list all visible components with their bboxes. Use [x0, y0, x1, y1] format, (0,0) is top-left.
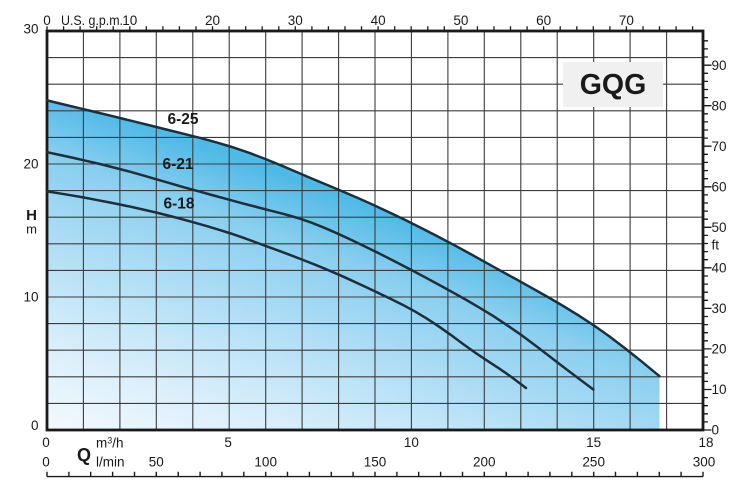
svg-text:0: 0 — [42, 455, 50, 470]
svg-text:60: 60 — [712, 180, 727, 195]
svg-text:6-18: 6-18 — [163, 196, 194, 213]
svg-text:18: 18 — [698, 435, 713, 450]
svg-text:0: 0 — [43, 13, 51, 28]
svg-text:100: 100 — [254, 455, 277, 470]
svg-text:30: 30 — [23, 22, 38, 37]
svg-text:50: 50 — [453, 13, 468, 28]
svg-text:40: 40 — [712, 261, 727, 276]
svg-text:ft: ft — [712, 238, 720, 253]
svg-text:20: 20 — [23, 157, 38, 172]
svg-text:300: 300 — [693, 455, 716, 470]
svg-text:0: 0 — [712, 423, 720, 438]
svg-text:6-25: 6-25 — [167, 111, 198, 128]
svg-text:30: 30 — [288, 13, 303, 28]
svg-text:H: H — [26, 207, 37, 224]
svg-text:250: 250 — [582, 455, 605, 470]
svg-text:5: 5 — [224, 435, 232, 450]
svg-text:0: 0 — [42, 435, 50, 450]
svg-text:70: 70 — [712, 139, 727, 154]
svg-text:10: 10 — [404, 435, 419, 450]
svg-text:m: m — [26, 222, 37, 237]
svg-text:30: 30 — [712, 301, 727, 316]
svg-text:50: 50 — [149, 455, 164, 470]
svg-text:10: 10 — [122, 13, 137, 28]
svg-text:40: 40 — [371, 13, 386, 28]
svg-text:200: 200 — [473, 455, 496, 470]
svg-text:0: 0 — [31, 418, 39, 433]
svg-text:15: 15 — [586, 435, 601, 450]
svg-text:GQG: GQG — [580, 69, 647, 101]
svg-text:l/min: l/min — [96, 455, 125, 470]
svg-text:m3/h: m3/h — [96, 436, 124, 451]
svg-text:Q: Q — [77, 445, 91, 465]
svg-text:90: 90 — [712, 58, 727, 73]
svg-text:50: 50 — [712, 220, 727, 235]
svg-text:20: 20 — [205, 13, 220, 28]
svg-text:70: 70 — [619, 13, 634, 28]
svg-text:20: 20 — [712, 342, 727, 357]
svg-text:10: 10 — [712, 382, 727, 397]
svg-text:6-21: 6-21 — [162, 156, 193, 173]
svg-text:U.S. g.p.m.: U.S. g.p.m. — [61, 13, 123, 28]
svg-text:150: 150 — [364, 455, 387, 470]
svg-text:10: 10 — [23, 290, 38, 305]
svg-text:80: 80 — [712, 98, 727, 113]
svg-text:60: 60 — [536, 13, 551, 28]
